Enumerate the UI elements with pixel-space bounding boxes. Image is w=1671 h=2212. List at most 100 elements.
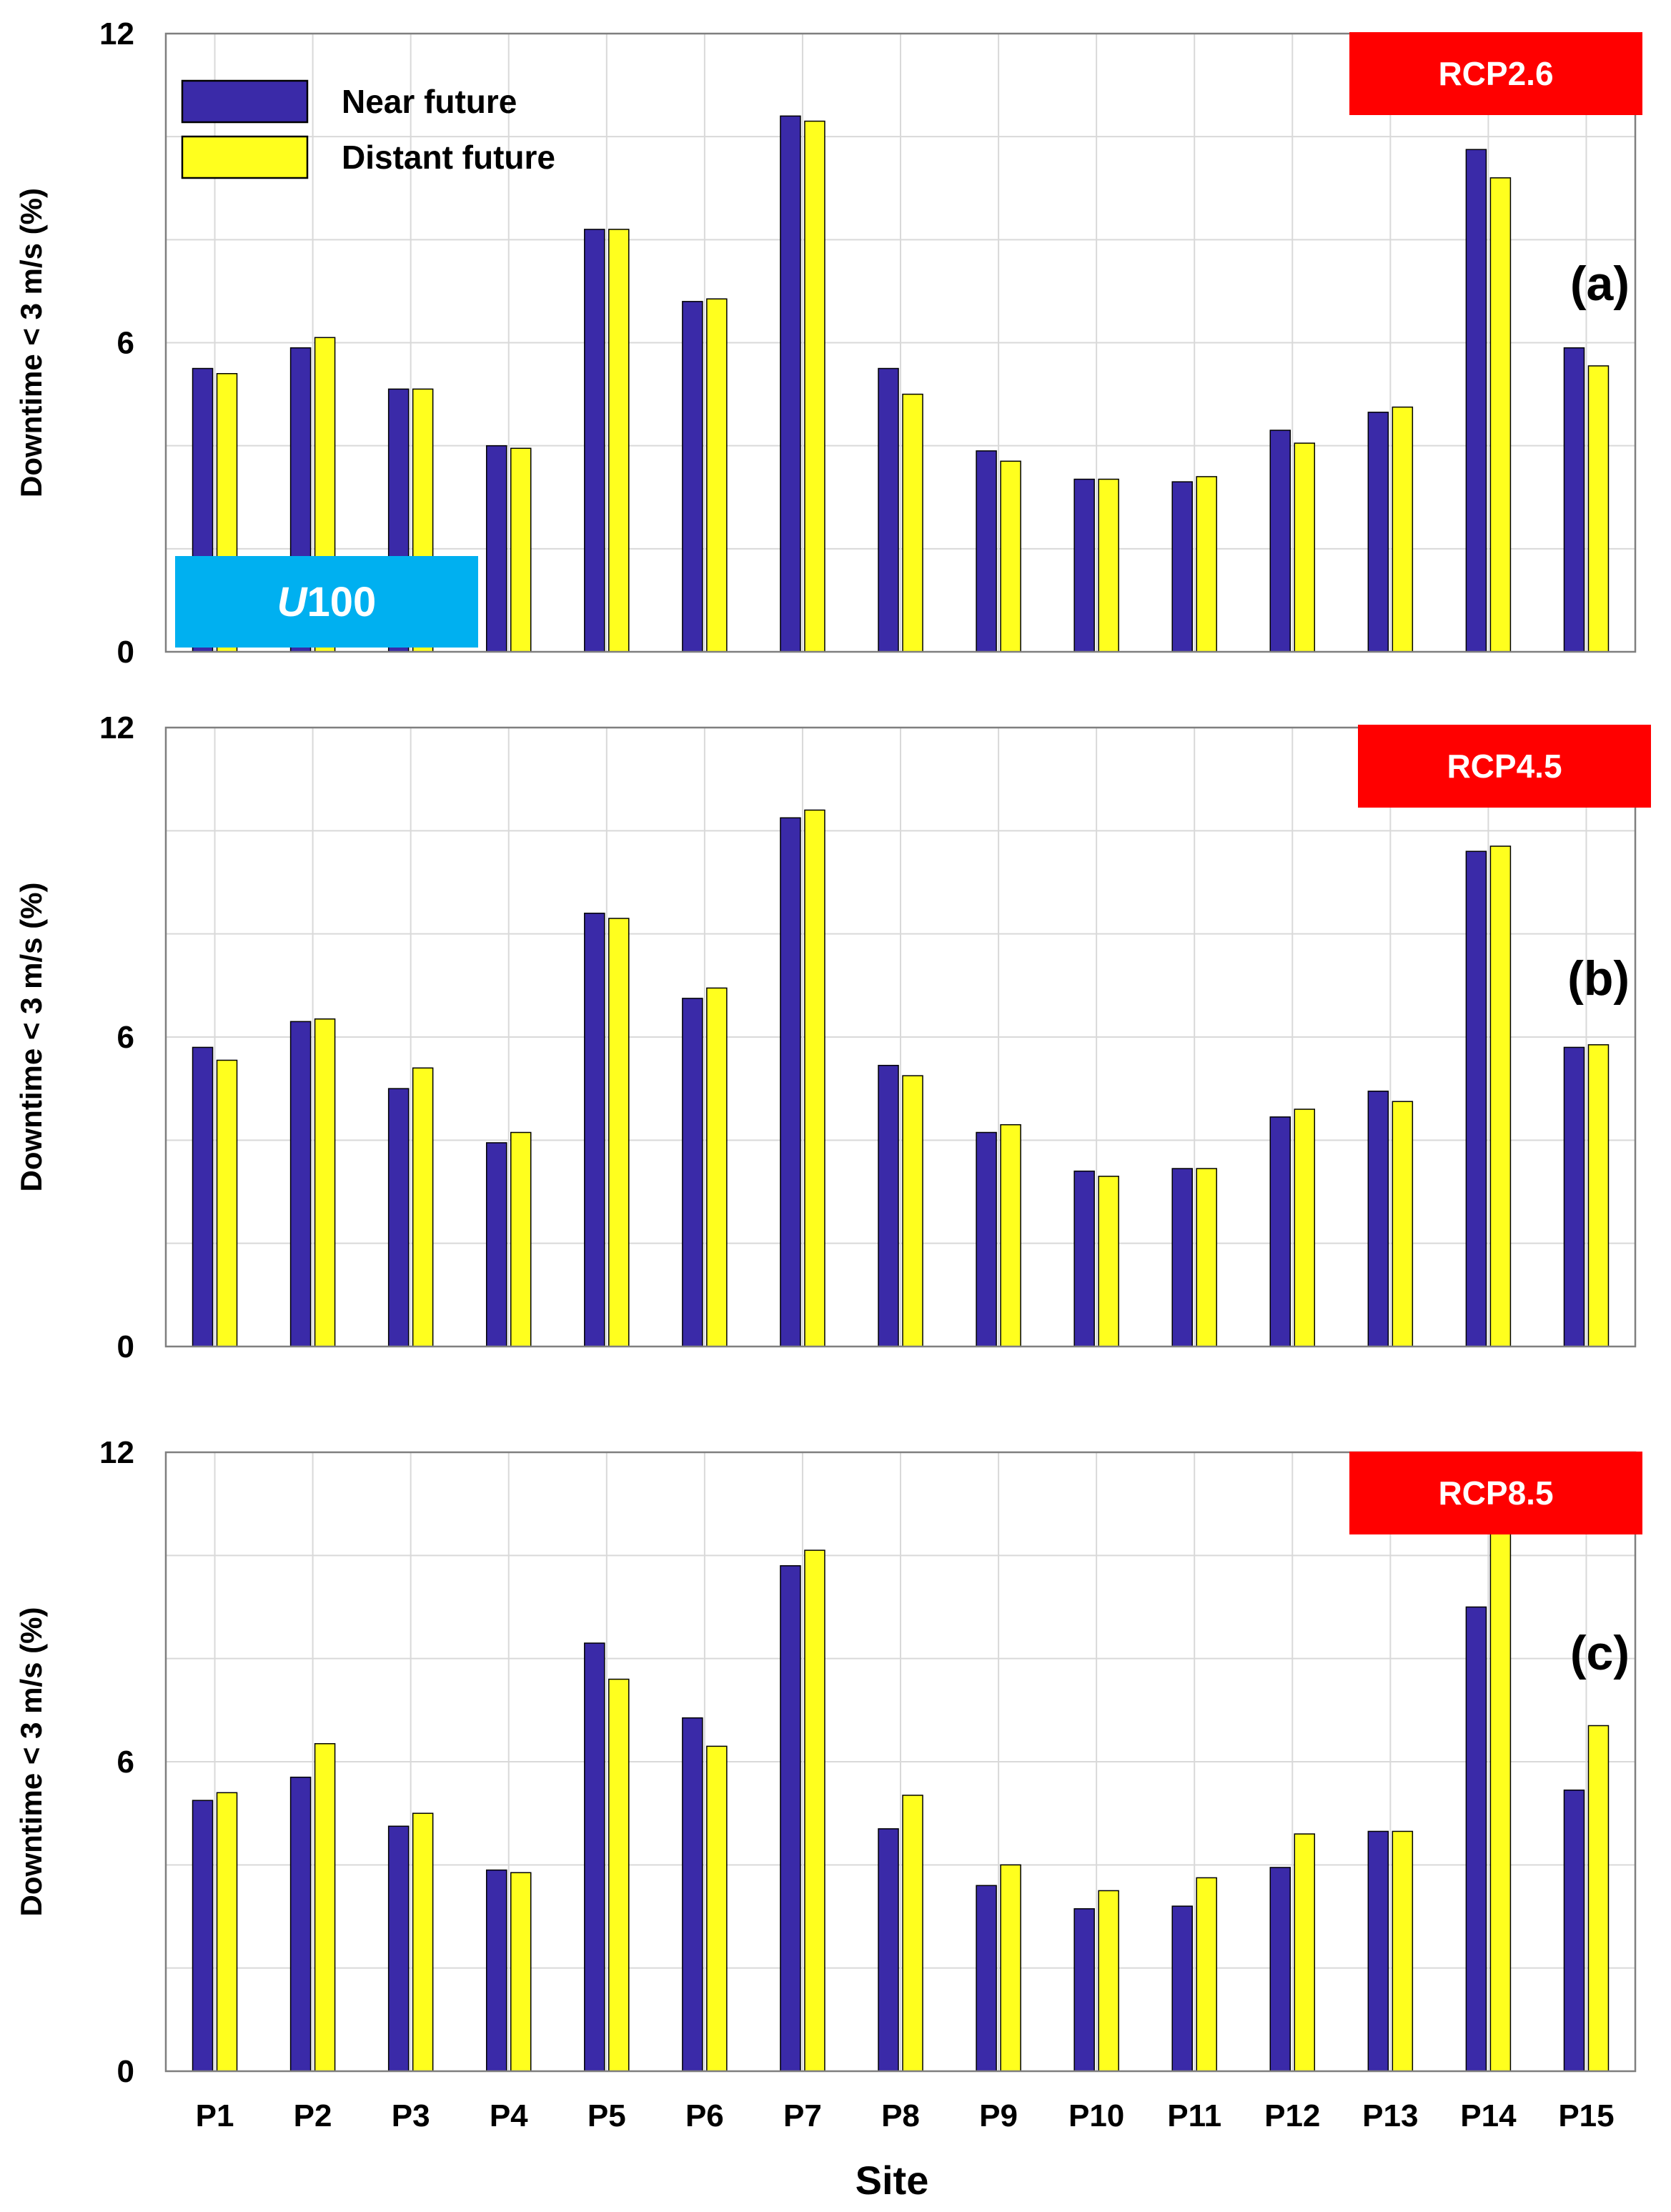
bar-distant-P1 [216,1059,238,1347]
x-tick-label: P2 [294,2098,332,2133]
x-tick-label: P3 [392,2098,430,2133]
bar-near-P4 [485,1142,507,1347]
x-tick-label: P6 [685,2098,724,2133]
bar-near-P7 [780,817,801,1347]
bar-distant-P2 [314,1742,336,2072]
bar-near-P4 [485,445,507,653]
x-tick-label: P11 [1167,2098,1221,2133]
bar-near-P3 [387,1088,410,1347]
bar-distant-P11 [1196,476,1217,653]
x-tick-label: P5 [587,2098,626,2133]
bar-near-P14 [1465,1606,1487,2072]
bar-near-P14 [1465,850,1487,1347]
bar-distant-P10 [1098,1176,1119,1347]
bar-distant-P3 [412,1067,434,1347]
x-tick-label: P1 [196,2098,234,2133]
bar-near-P8 [878,1064,899,1347]
bar-distant-P9 [1000,460,1021,653]
bar-near-P12 [1269,1867,1291,2072]
bar-distant-P5 [608,229,630,653]
bar-distant-P2 [314,1018,336,1347]
bar-near-P9 [976,1885,997,2072]
bar-near-P15 [1563,347,1585,653]
bar-near-P6 [682,301,703,653]
x-tick-label: P13 [1362,2098,1418,2133]
bar-near-P10 [1073,478,1095,653]
bar-distant-P9 [1000,1124,1021,1347]
scenario-badge [1349,32,1642,115]
legend-label: Distant future [342,139,555,176]
x-tick-label: P12 [1264,2098,1320,2133]
bar-distant-P9 [1000,1864,1021,2072]
y-axis-label: Downtime < 3 m/s (%) [14,188,48,497]
bar-distant-P12 [1294,442,1316,653]
x-tick-label: P10 [1068,2098,1124,2133]
bar-near-P1 [192,1046,214,1347]
bar-near-P9 [976,1131,997,1347]
y-tick-label: 12 [99,16,134,51]
legend-label: Near future [342,83,517,120]
bar-near-P14 [1465,149,1487,653]
y-tick-label: 6 [117,1020,134,1055]
bar-near-P8 [878,1828,899,2072]
bar-near-P12 [1269,430,1291,653]
bar-distant-P13 [1392,406,1414,653]
y-tick-label: 6 [117,326,134,361]
bar-distant-P15 [1587,365,1610,653]
bar-near-P11 [1171,1905,1193,2072]
bar-distant-P14 [1489,1524,1512,2072]
u100-badge [175,556,478,648]
bar-near-P6 [682,998,703,1347]
x-tick-label: P8 [881,2098,920,2133]
scenario-badge-label: RCP2.6 [1438,55,1553,92]
plot-frame [164,32,1637,653]
x-tick-label: P4 [490,2098,528,2133]
bar-near-P13 [1367,412,1389,653]
bar-near-P6 [682,1717,703,2072]
bar-distant-P13 [1392,1101,1414,1347]
bar-near-P3 [387,1825,410,2072]
bar-near-P7 [780,115,801,653]
panel-label: (a) [1570,257,1630,311]
bar-near-P13 [1367,1830,1389,2072]
bar-near-P10 [1073,1170,1095,1347]
bar-near-P5 [584,913,605,1347]
bar-distant-P11 [1196,1877,1217,2072]
legend-swatch [181,79,309,124]
bar-near-P11 [1171,1168,1193,1347]
legend: Near future Distant future [181,79,555,179]
x-tick-label: P15 [1558,2098,1614,2133]
plot-frame [164,726,1637,1348]
bar-distant-P14 [1489,845,1512,1347]
y-tick-label: 12 [99,710,134,745]
bar-distant-P12 [1294,1109,1316,1347]
bar-distant-P7 [804,120,825,653]
bar-distant-P8 [902,393,923,653]
plot-frame [164,1451,1637,2073]
y-tick-label: 0 [117,635,134,670]
bar-distant-P5 [608,918,630,1347]
bar-distant-P15 [1587,1725,1610,2072]
bar-near-P15 [1563,1046,1585,1347]
panel-label: (b) [1567,951,1630,1006]
bar-near-P12 [1269,1116,1291,1347]
x-tick-label: P14 [1460,2098,1517,2133]
panel-1: 0 6 12 Downtime < 3 m/s (%) RCP2.6 (a) Near fu… [14,16,1642,670]
y-tick-label: 12 [99,1435,134,1470]
bar-distant-P11 [1196,1168,1217,1347]
legend-swatch [181,135,309,179]
bar-distant-P7 [804,1549,825,2072]
bar-distant-P7 [804,809,825,1347]
bar-distant-P8 [902,1075,923,1347]
u100-badge-label: U100 [277,579,377,625]
bar-near-P5 [584,1642,605,2072]
y-tick-label: 0 [117,1329,134,1364]
scenario-badge [1349,1452,1642,1534]
bar-distant-P1 [216,1792,238,2072]
bar-near-P2 [289,1021,312,1347]
y-tick-label: 0 [117,2054,134,2089]
bar-near-P2 [289,1776,312,2072]
bar-near-P5 [584,229,605,653]
bar-distant-P14 [1489,177,1512,653]
